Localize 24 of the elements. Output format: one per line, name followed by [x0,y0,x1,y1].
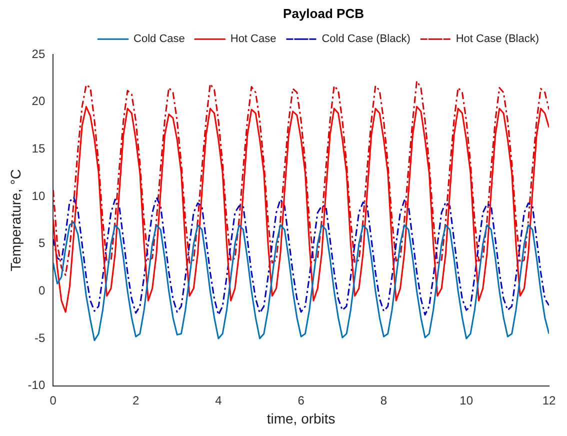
legend-label: Cold Case (Black) [322,33,410,46]
legend-label: Hot Case [230,33,276,46]
y-tick-label: -10 [28,378,46,392]
x-axis-title: time, orbits [266,410,336,426]
y-tick-label: 15 [32,142,46,156]
x-tick-label: 4 [215,393,222,408]
x-tick-label: 12 [542,393,556,408]
y-axis-title: Temperature, °C [7,169,24,272]
x-tick-label: 8 [380,393,388,408]
y-tick-label: 10 [32,188,46,203]
legend-label: Hot Case (Black) [456,33,540,46]
legend-title: Payload PCB [283,6,364,22]
x-tick-label: 10 [460,393,474,408]
x-tick-label: 2 [132,393,140,408]
x-tick-label: 0 [50,393,57,408]
y-tick-label: 5 [38,236,46,250]
y-tick-label: 0 [38,283,46,298]
x-tick-label: 6 [298,393,305,408]
y-tick-label: 25 [32,46,46,61]
line-series [53,80,549,276]
line-series [53,196,549,316]
y-tick-label: -5 [34,330,46,345]
legend-label: Cold Case [134,33,185,46]
y-tick-label: 20 [32,94,46,108]
